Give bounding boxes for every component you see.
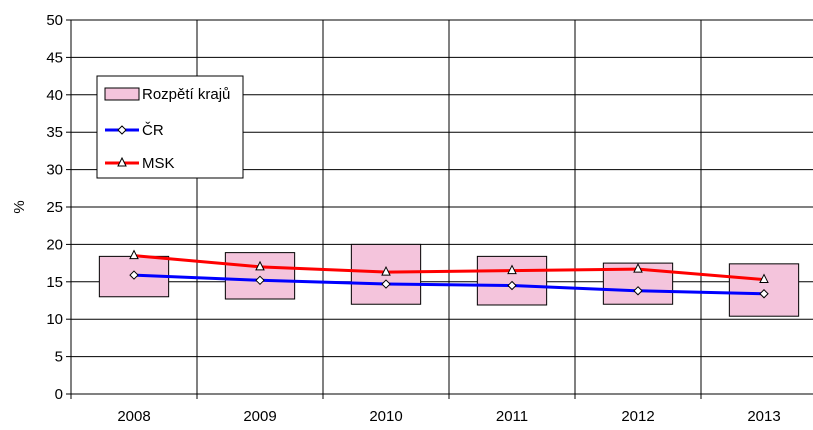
- x-tick-label: 2010: [369, 408, 402, 425]
- range-box: [476, 255, 548, 306]
- y-tick-label: 50: [46, 12, 63, 29]
- data-point-msk: [129, 249, 139, 260]
- y-tick-labels: 0 5 10 15 20 25 30 35 40 45 50: [46, 12, 63, 403]
- x-tick-label: 2012: [621, 408, 654, 425]
- axes: [66, 19, 813, 399]
- series-line-msk: [133, 254, 765, 282]
- y-tick-label: 5: [55, 349, 63, 366]
- y-tick-label: 20: [46, 236, 63, 253]
- data-point-msk: [507, 264, 517, 275]
- x-tick-label: 2013: [747, 408, 780, 425]
- series-lines: [133, 254, 765, 296]
- x-tick-label: 2011: [496, 408, 528, 425]
- legend-item-msk: MSK: [105, 155, 175, 172]
- series-line-cr: [133, 273, 765, 296]
- y-tick-label: 35: [46, 124, 63, 141]
- legend-item-range: Rozpětí krajů: [104, 86, 230, 103]
- data-point-cr: [507, 280, 517, 291]
- data-point-msk: [255, 260, 265, 271]
- legend: Rozpětí krajů ČR MSK: [96, 75, 244, 179]
- data-point-cr: [759, 289, 769, 299]
- y-tick-label: 45: [46, 49, 63, 66]
- data-point-cr: [381, 279, 391, 289]
- x-tick-label: 2008: [117, 408, 150, 425]
- y-tick-label: 30: [46, 162, 63, 179]
- legend-label-range: Rozpětí krajů: [142, 86, 230, 103]
- legend-label-cr: ČR: [142, 122, 164, 139]
- legend-marker-cr: [117, 125, 127, 135]
- data-point-cr: [255, 275, 265, 286]
- y-axis-label: %: [11, 200, 28, 213]
- data-point-msk: [759, 273, 769, 284]
- data-point-msk: [633, 262, 643, 273]
- y-tick-label: 25: [46, 199, 63, 216]
- legend-label-msk: MSK: [142, 155, 175, 172]
- series-markers: [129, 249, 769, 299]
- y-tick-label: 40: [46, 87, 63, 104]
- y-tick-label: 15: [46, 274, 63, 291]
- data-point-msk: [381, 265, 391, 276]
- legend-marker-msk: [117, 156, 127, 167]
- data-point-cr: [129, 270, 139, 280]
- x-tick-labels: 2008 2009 2010 2011 2012 2013: [117, 408, 780, 425]
- legend-swatch-range: [104, 87, 140, 101]
- y-tick-label: 10: [46, 311, 63, 328]
- x-tick-label: 2009: [243, 408, 276, 425]
- legend-item-cr: ČR: [105, 122, 164, 139]
- y-tick-label: 0: [55, 386, 63, 403]
- data-point-cr: [633, 286, 643, 296]
